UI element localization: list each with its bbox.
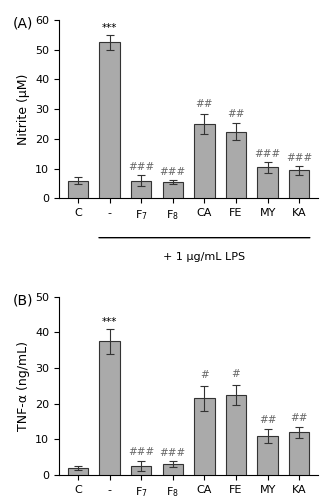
Bar (163, 182, 183, 198)
Text: ###: ### (128, 447, 154, 457)
Bar (194, 124, 215, 198)
Bar (257, 167, 278, 198)
Y-axis label: Nitrite (μM): Nitrite (μM) (17, 74, 30, 145)
Bar (194, 398, 215, 475)
Text: ##: ## (227, 108, 245, 118)
Text: ###: ### (160, 168, 186, 177)
Text: #: # (232, 370, 240, 380)
Text: ###: ### (160, 448, 186, 458)
Bar (226, 394, 246, 475)
Bar (131, 466, 152, 475)
Bar (68, 180, 88, 198)
Bar (131, 180, 152, 198)
Text: ##: ## (291, 414, 308, 424)
Text: (A): (A) (12, 16, 33, 30)
Text: (B): (B) (12, 293, 33, 307)
Bar (99, 42, 120, 198)
Text: #: # (200, 370, 209, 380)
Text: ###: ### (286, 152, 312, 162)
Bar (257, 436, 278, 475)
Text: ###: ### (128, 162, 154, 172)
Text: ***: *** (102, 24, 117, 34)
Text: ###: ### (255, 149, 281, 159)
Text: ***: *** (102, 317, 117, 327)
Text: ##: ## (259, 415, 277, 425)
Text: ##: ## (195, 99, 213, 109)
Y-axis label: TNF-α (ng/mL): TNF-α (ng/mL) (17, 341, 30, 431)
Bar (68, 468, 88, 475)
Bar (289, 432, 310, 475)
Bar (163, 464, 183, 475)
Text: + 1 μg/mL LPS: + 1 μg/mL LPS (163, 252, 245, 262)
Bar (226, 132, 246, 198)
Bar (99, 341, 120, 475)
Bar (289, 170, 310, 198)
